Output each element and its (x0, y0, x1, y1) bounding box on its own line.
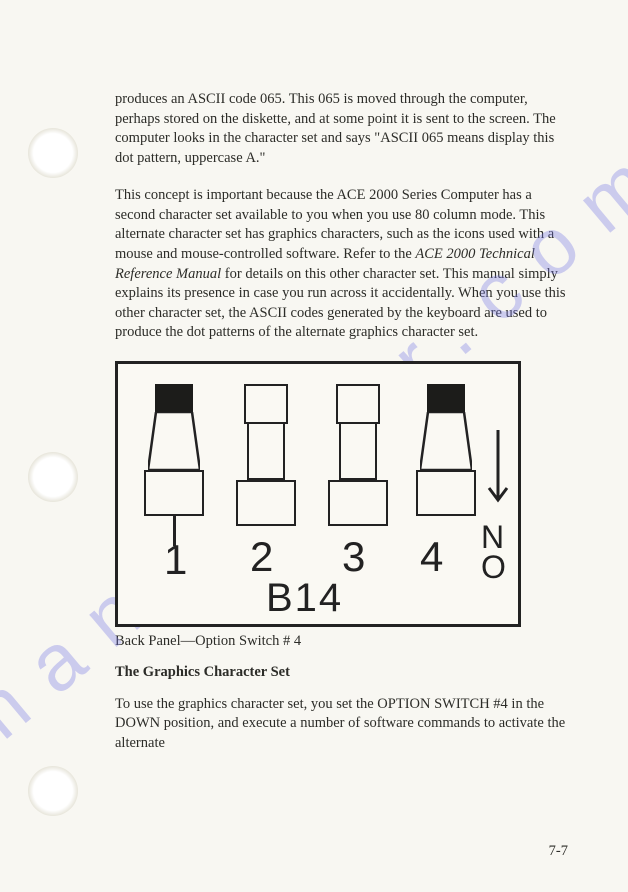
switch-mid-icon (247, 422, 285, 480)
paragraph-1: produces an ASCII code 065. This 065 is … (115, 90, 568, 168)
binder-hole (28, 766, 78, 816)
switch-neck-icon (148, 412, 200, 470)
switch-digit-1: 1 (164, 539, 187, 581)
diagram-caption: Back Panel—Option Switch # 4 (115, 633, 568, 650)
diagram-bottom-label: B14 (266, 576, 343, 621)
option-switch-diagram: N O 1 2 3 4 B14 (115, 361, 521, 627)
switch-body-icon (328, 480, 388, 526)
switch-1 (144, 384, 204, 542)
switch-cap-icon (427, 384, 465, 412)
switch-body-icon (236, 480, 296, 526)
switch-3 (328, 384, 388, 542)
switch-digit-2: 2 (250, 536, 273, 578)
binder-hole (28, 452, 78, 502)
page: manualshr.com produces an ASCII code 065… (0, 0, 628, 892)
paragraph-2: This concept is important because the AC… (115, 186, 568, 343)
switch-2 (236, 384, 296, 542)
switch-4 (416, 384, 476, 542)
switch-top-icon (244, 384, 288, 424)
binder-hole (28, 128, 78, 178)
switch-cap-icon (155, 384, 193, 412)
switch-digit-4: 4 (420, 536, 443, 578)
switch-digit-3: 3 (342, 536, 365, 578)
switch-body-icon (144, 470, 204, 516)
switch-mid-icon (339, 422, 377, 480)
switch-neck-icon (420, 412, 472, 470)
switch-top-icon (336, 384, 380, 424)
switch-body-icon (416, 470, 476, 516)
down-arrow-icon (486, 430, 510, 515)
on-n: N (481, 522, 506, 552)
section-heading: The Graphics Character Set (115, 664, 568, 681)
page-number: 7-7 (549, 843, 568, 860)
on-o: O (481, 552, 506, 582)
on-label: N O (481, 522, 506, 583)
paragraph-3: To use the graphics character set, you s… (115, 695, 568, 754)
